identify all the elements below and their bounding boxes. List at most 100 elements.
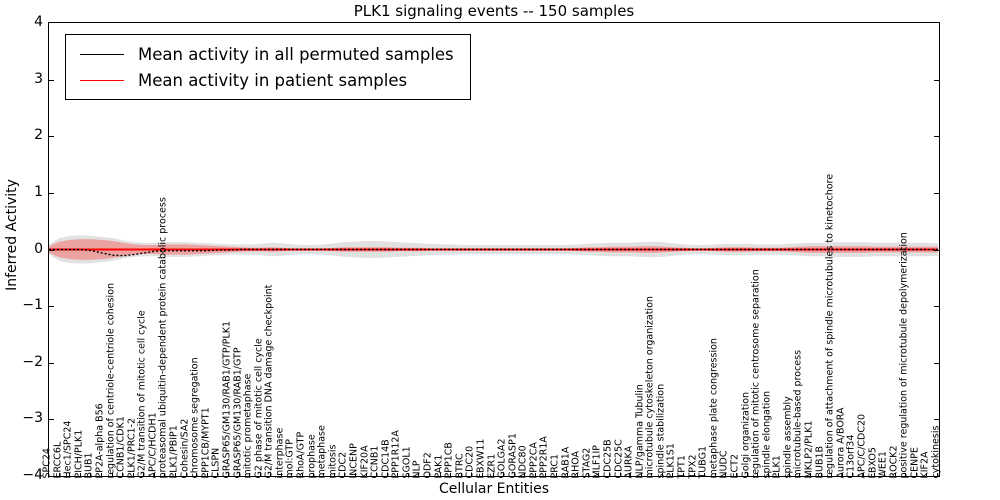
x-tick-mark [598, 473, 600, 477]
y-tick-label: 2 [34, 127, 43, 144]
x-tick-mark [556, 473, 557, 477]
x-tick-label: proteasomal ubiquitin-dependent protein … [157, 196, 169, 478]
x-tick-mark [810, 473, 811, 477]
x-tick-mark [503, 473, 505, 477]
legend-item[interactable]: Mean activity in all permuted samples [76, 41, 454, 67]
x-tick-mark [672, 473, 674, 477]
x-tick-label: APC/C/CDC20 [856, 413, 868, 478]
y-tick-label: 4 [34, 14, 43, 30]
x-tick-label: MKLP2/PLK1 [803, 420, 815, 478]
x-tick-mark [725, 473, 727, 477]
y-tick-mark [49, 249, 54, 251]
legend-label: Mean activity in all permuted samples [138, 44, 454, 64]
x-tick-mark [122, 473, 124, 477]
legend-label: Mean activity in patient samples [138, 70, 408, 90]
x-tick-label: NLP/gamma Tubulin [634, 383, 646, 478]
y-tick-label: −2 [22, 353, 43, 370]
x-tick-label: chromosome segregation [189, 356, 201, 478]
x-tick-label: positive regulation of microtubule depol… [898, 231, 910, 478]
x-tick-mark [524, 473, 526, 477]
x-tick-mark [386, 473, 388, 477]
y-tick-mark [49, 306, 54, 308]
y-axis-ticks: 4 3 2 1 0 −1 −2 −3 −4 [0, 15, 43, 482]
x-tick-mark [820, 473, 822, 477]
x-tick-mark [534, 473, 536, 477]
x-tick-mark [937, 473, 938, 477]
x-tick-mark [905, 473, 907, 477]
chart-legend: Mean activity in all permuted samples Mea… [65, 34, 471, 100]
y-tick-mark [49, 362, 54, 364]
x-tick-mark [640, 473, 642, 477]
x-tick-mark [450, 473, 452, 477]
x-tick-mark [630, 473, 632, 477]
y-tick-mark [49, 192, 54, 194]
x-tick-label: PLK1/PBIP1 [168, 424, 180, 478]
x-tick-label: mitotic prometaphase [242, 373, 254, 478]
x-tick-mark [206, 473, 208, 477]
x-tick-label: regulation of attachment of spindle micr… [824, 173, 836, 478]
x-tick-label: G2 phase of mitotic cell cycle [253, 337, 265, 478]
x-tick-label: PLK1/PRC1-2 [126, 417, 138, 478]
x-tick-mark [746, 473, 748, 477]
x-tick-label: spindle elongation [761, 390, 773, 478]
x-tick-mark [407, 473, 409, 477]
x-tick-label: cytokinesis [930, 425, 942, 478]
permuted-mean-line [49, 248, 938, 257]
x-tick-label: G2/M transition of mitotic cell cycle [136, 309, 148, 478]
x-tick-mark [714, 473, 716, 477]
x-tick-mark [894, 473, 896, 477]
chart-title-wrapper: PLK1 signaling events -- 150 samples [48, 1, 940, 20]
x-tick-mark [429, 473, 430, 477]
x-tick-mark [302, 473, 303, 477]
y-tick-mark [934, 79, 939, 81]
x-tick-label: GORASP1 [507, 432, 519, 478]
x-tick-mark [312, 473, 314, 477]
x-tick-mark [704, 473, 706, 477]
x-tick-mark [608, 473, 610, 477]
y-tick-mark [934, 136, 939, 138]
x-tick-mark [788, 473, 790, 477]
x-tick-label: microtubule-based process [792, 349, 804, 478]
x-tick-mark [481, 473, 483, 477]
y-tick-mark [934, 362, 939, 364]
x-tick-mark [90, 473, 92, 477]
x-tick-mark [344, 473, 346, 477]
x-tick-mark [354, 473, 356, 477]
x-tick-mark [185, 473, 187, 477]
x-tick-label: PPP1CB/MYPT1 [200, 406, 212, 478]
x-tick-mark [577, 473, 579, 477]
x-tick-mark [862, 473, 864, 477]
x-tick-mark [683, 473, 684, 477]
x-tick-mark [397, 473, 399, 477]
page-title: PLK1 signaling events -- 150 samples [353, 2, 635, 20]
x-tick-mark [651, 473, 653, 477]
x-tick-mark [884, 473, 886, 477]
x-tick-label: Golgi organization [740, 391, 751, 478]
x-tick-mark [58, 473, 60, 477]
legend-line-swatch [80, 53, 124, 55]
x-tick-mark [767, 473, 769, 477]
x-tick-mark [545, 473, 547, 477]
x-tick-mark [69, 473, 71, 477]
x-tick-mark [48, 473, 49, 477]
x-tick-mark [587, 473, 589, 477]
x-tick-label: PP2A-alpha B56 [94, 402, 106, 478]
x-tick-label: C13orf34 [845, 434, 857, 478]
x-tick-mark [492, 473, 494, 477]
x-tick-label: spindle stabilization [655, 383, 667, 478]
x-tick-mark [153, 473, 155, 477]
y-tick-label: 0 [34, 240, 43, 257]
y-tick-label: −3 [22, 410, 43, 427]
x-tick-mark [873, 473, 875, 477]
legend-item[interactable]: Mean activity in patient samples [76, 67, 454, 93]
x-tick-label: metaphase plate congression [708, 337, 720, 478]
x-tick-mark [217, 473, 219, 477]
x-tick-mark [778, 473, 780, 477]
x-tick-mark [175, 473, 176, 477]
x-tick-label: FBXW11 [475, 438, 487, 478]
x-tick-label: interphase [274, 427, 286, 478]
x-tick-label: metaphase [316, 424, 328, 478]
x-tick-mark [143, 473, 145, 477]
x-tick-label: GOLGA2 [496, 437, 508, 478]
